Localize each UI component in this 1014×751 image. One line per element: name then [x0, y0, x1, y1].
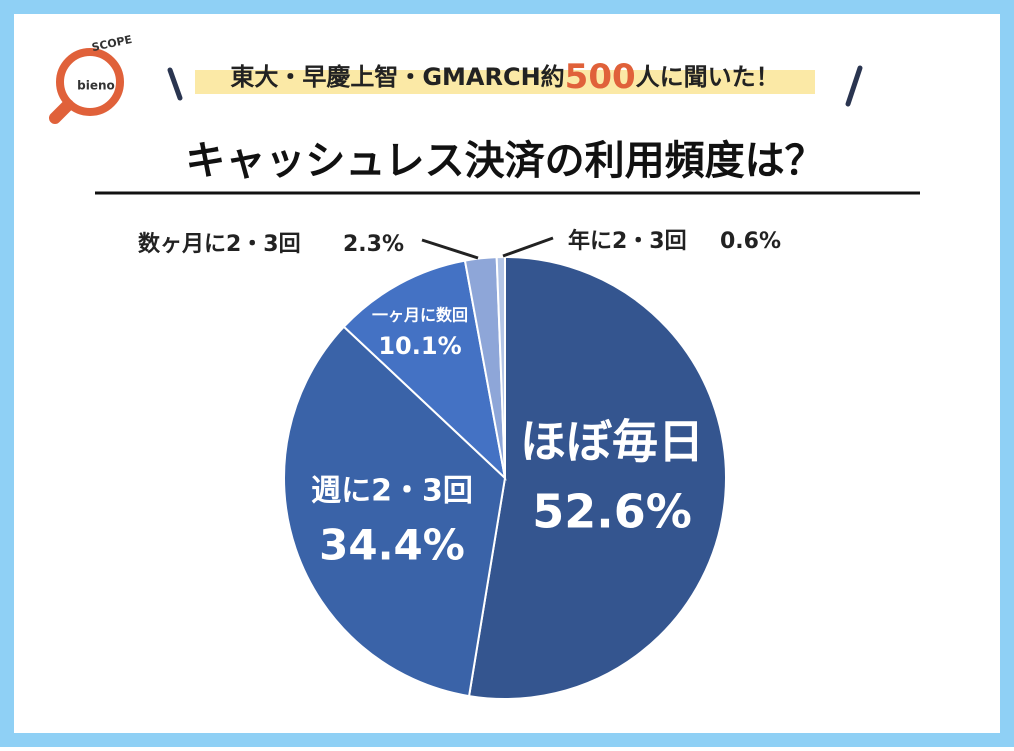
logo-handle	[49, 99, 74, 124]
pie-slice	[467, 255, 727, 700]
pie-slice	[342, 259, 507, 481]
banner-highlight	[195, 70, 815, 94]
banner-dash	[845, 65, 863, 107]
slice-label: ほぼ毎日	[520, 415, 704, 469]
value-label: 34.4%	[319, 521, 465, 570]
banner-text: 人に聞いた！	[636, 63, 780, 91]
leader-line	[502, 236, 554, 258]
slice-label: 週に2・3回	[311, 474, 473, 509]
banner-dash	[167, 67, 183, 101]
value-label: 2.3%	[343, 232, 404, 257]
chart-title: キャッシュレス決済の利用頻度は？	[185, 138, 824, 184]
logo-lens	[56, 48, 124, 116]
slice-label: 数ヶ月に2・3回	[138, 231, 301, 257]
logo: SCOPE bieno	[49, 33, 133, 124]
logo-name: bieno	[77, 79, 115, 93]
pie-slice	[495, 255, 506, 479]
value-label: 10.1%	[378, 332, 461, 360]
value-label: 52.6%	[532, 485, 692, 539]
value-label: 0.6%	[720, 229, 781, 254]
banner-number: 500	[565, 57, 636, 97]
slice-label: 年に2・3回	[568, 228, 687, 254]
pie-slice	[283, 325, 507, 698]
leader-line	[421, 238, 479, 260]
banner-text: 東大・早慶上智・GMARCH約	[230, 63, 564, 91]
banner: 東大・早慶上智・GMARCH約500人に聞いた！	[230, 57, 779, 97]
slice-label: 一ヶ月に数回	[372, 306, 468, 325]
